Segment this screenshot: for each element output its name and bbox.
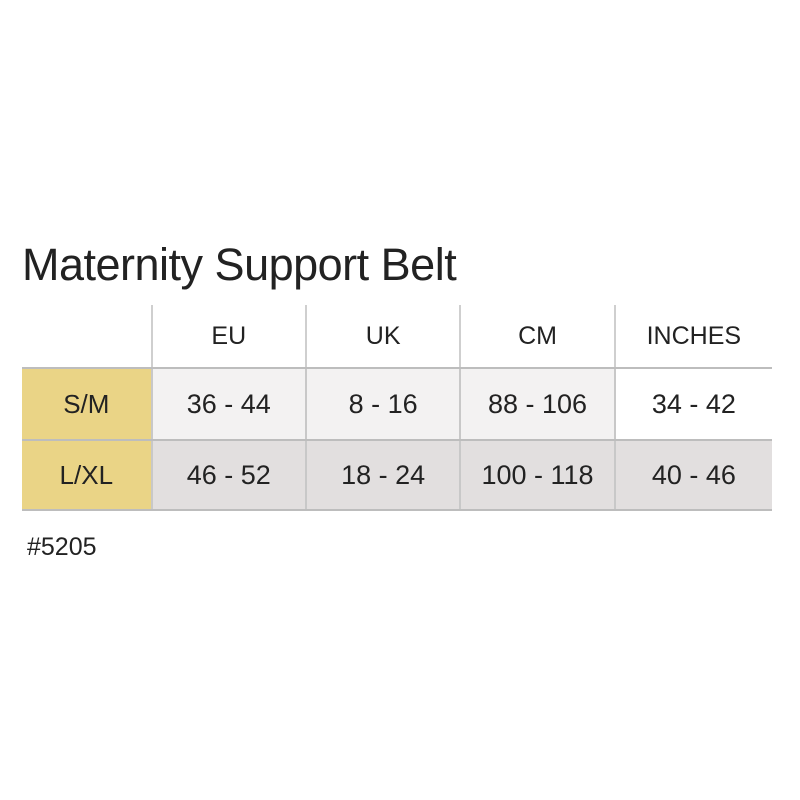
cm-value-cell: 100 - 118 [459,441,614,509]
uk-value-cell: 8 - 16 [304,369,460,439]
inches-value-cell: 40 - 46 [613,441,772,509]
size-label-cell: S/M [22,369,151,439]
table-header-row: EU UK CM INCHES [22,305,772,367]
cm-value-cell: 88 - 106 [459,369,614,439]
size-table: EU UK CM INCHES S/M 36 - 44 8 - 16 88 - … [22,305,772,511]
product-sku: #5205 [27,533,97,561]
column-header-cm: CM [459,305,613,367]
uk-value-cell: 18 - 24 [304,441,460,509]
eu-value-cell: 46 - 52 [150,441,305,509]
table-row: L/XL 46 - 52 18 - 24 100 - 118 40 - 46 [22,439,772,511]
table-row: S/M 36 - 44 8 - 16 88 - 106 34 - 42 [22,367,772,439]
column-header-eu: EU [150,305,305,367]
size-label-cell: L/XL [22,441,151,509]
eu-value-cell: 36 - 44 [150,369,305,439]
inches-value-cell: 34 - 42 [613,369,772,439]
column-header-inches: INCHES [613,305,772,367]
chart-title: Maternity Support Belt [22,239,457,290]
column-header-uk: UK [304,305,459,367]
header-corner [22,305,151,367]
